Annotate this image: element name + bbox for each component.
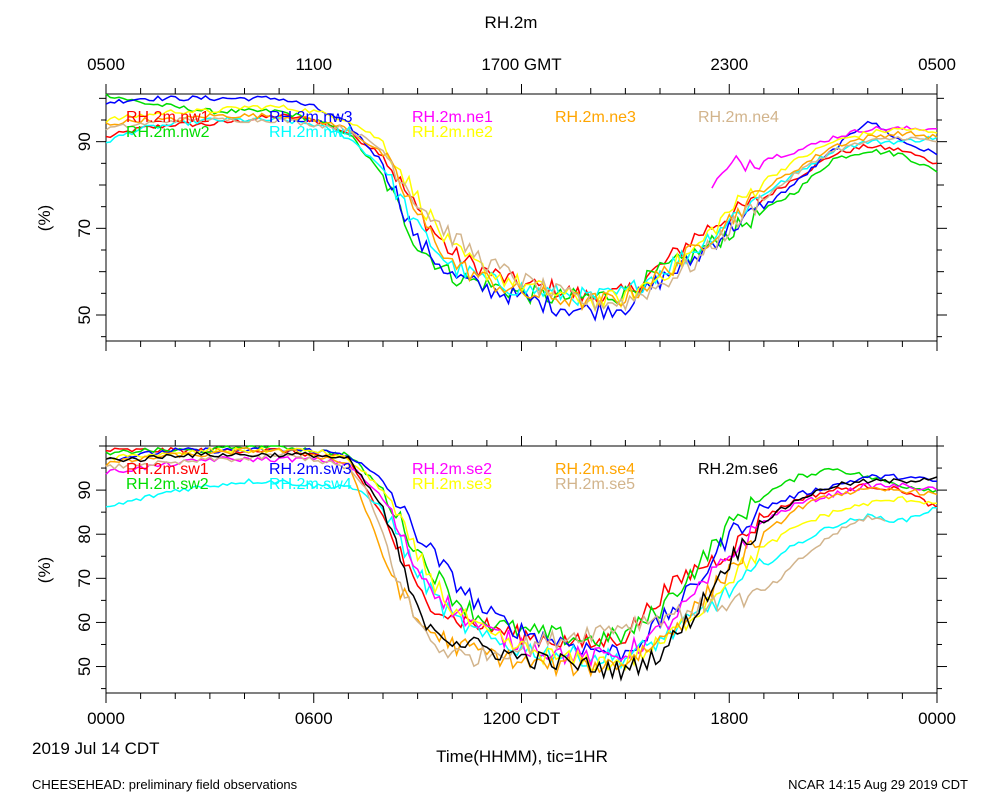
series-line-RH.2m.sw2: [105, 445, 938, 648]
y-tick-label: 80: [75, 525, 94, 544]
legend-entry-RH.2m.nw3: RH.2m.nw3: [269, 109, 353, 126]
chart-title: RH.2m: [485, 13, 538, 32]
x-tick-label: 0500: [87, 55, 125, 74]
x-tick-label: 2300: [710, 55, 748, 74]
top-plot-frame: [105, 93, 938, 342]
series-line-RH.2m.se3: [105, 446, 938, 672]
legend-entry-RH.2m.ne2: RH.2m.ne2: [412, 124, 493, 141]
bottom-panel: 0000 0600 1200 CDT 1800 0000 50 60 70 80 90 RH.2m…: [35, 436, 956, 728]
y-tick-label: 70: [75, 219, 94, 238]
legend-entry-RH.2m.sw2: RH.2m.sw2: [126, 476, 209, 493]
legend-entry-RH.2m.ne4: RH.2m.ne4: [698, 109, 779, 126]
y-tick-label: 70: [75, 569, 94, 588]
series-line-RH.2m.sw1: [105, 446, 938, 649]
top-panel: 0500 1100 1700 GMT 2300 0500 50 70 90 RH.2m.nw1…: [35, 55, 956, 351]
bottom-series-lines: [105, 445, 938, 682]
x-tick-label: 0600: [295, 709, 333, 728]
x-tick-label: 1100: [295, 55, 332, 74]
series-line-RH.2m.sw4: [105, 478, 938, 670]
bottom-y-axis-label: (%): [35, 557, 54, 583]
x-axis-title: Time(HHMM), tic=1HR: [436, 747, 608, 766]
legend-entry-RH.2m.se5: RH.2m.se5: [555, 476, 635, 493]
top-y-axis-label: (%): [35, 205, 54, 231]
legend-entry-RH.2m.ne1: RH.2m.ne1: [412, 109, 493, 126]
date-label: 2019 Jul 14 CDT: [32, 739, 160, 758]
x-tick-label: 0000: [918, 709, 956, 728]
legend-entry-RH.2m.se4: RH.2m.se4: [555, 461, 635, 478]
top-legend: RH.2m.nw1 RH.2m.nw3 RH.2m.ne1 RH.2m.ne3 RH.2…: [126, 109, 779, 141]
series-line-RH.2m.nw4: [105, 116, 938, 307]
x-tick-label: 0000: [87, 709, 125, 728]
series-line-RH.2m.ne4: [105, 117, 938, 312]
y-tick-label: 90: [75, 132, 94, 151]
y-tick-label: 50: [75, 657, 94, 676]
bottom-legend: RH.2m.sw1 RH.2m.sw3 RH.2m.se2 RH.2m.se4 RH.2…: [126, 461, 778, 493]
x-tick-label: 1800: [710, 709, 748, 728]
series-line-RH.2m.ne2: [105, 104, 938, 313]
legend-entry-RH.2m.sw1: RH.2m.sw1: [126, 461, 209, 478]
x-tick-label: 1200 CDT: [483, 709, 560, 728]
footer-right: NCAR 14:15 Aug 29 2019 CDT: [788, 777, 968, 792]
footer-left: CHEESEHEAD: preliminary field observatio…: [32, 777, 298, 792]
legend-entry-RH.2m.sw3: RH.2m.sw3: [269, 461, 352, 478]
series-line-RH.2m.se4: [105, 447, 938, 678]
series-line-RH.2m.se2: [105, 456, 938, 669]
y-tick-label: 60: [75, 613, 94, 632]
legend-entry-RH.2m.nw4: RH.2m.nw4: [269, 124, 353, 141]
top-axes: 0500 1100 1700 GMT 2300 0500 50 70 90: [75, 55, 956, 351]
y-tick-label: 50: [75, 306, 94, 325]
legend-entry-RH.2m.sw4: RH.2m.sw4: [269, 476, 352, 493]
legend-entry-RH.2m.nw1: RH.2m.nw1: [126, 109, 210, 126]
series-line-RH.2m.nw2: [105, 93, 938, 306]
series-line-RH.2m.ne3: [105, 112, 938, 312]
series-line-RH.2m.se6: [105, 451, 938, 682]
legend-entry-RH.2m.ne3: RH.2m.ne3: [555, 109, 636, 126]
series-line-RH.2m.se5: [105, 452, 886, 668]
y-tick-label: 90: [75, 481, 94, 500]
legend-entry-RH.2m.se6: RH.2m.se6: [698, 461, 778, 478]
x-tick-label: 1700 GMT: [481, 55, 561, 74]
legend-entry-RH.2m.nw2: RH.2m.nw2: [126, 124, 210, 141]
legend-entry-RH.2m.se3: RH.2m.se3: [412, 476, 492, 493]
top-series-lines: [105, 93, 938, 322]
legend-entry-RH.2m.se2: RH.2m.se2: [412, 461, 492, 478]
x-tick-label: 0500: [918, 55, 956, 74]
bottom-axes: 0000 0600 1200 CDT 1800 0000 50 60 70 80 90: [75, 436, 956, 728]
